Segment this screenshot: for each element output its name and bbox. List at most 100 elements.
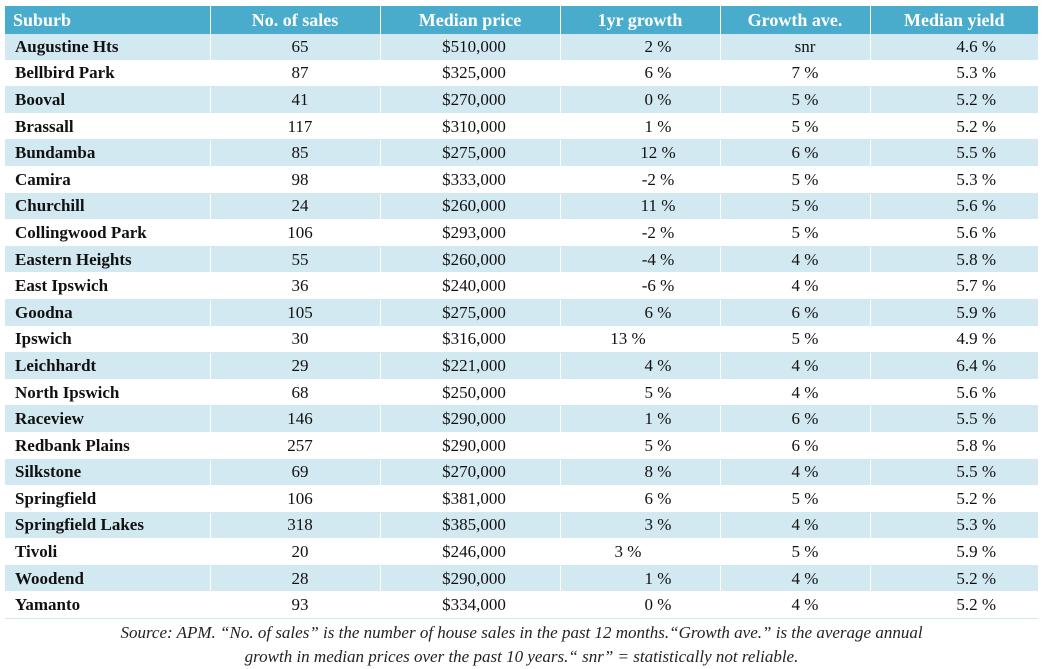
- sales-cell: 69: [210, 459, 381, 487]
- growth-ave-cell: 4 %: [720, 352, 871, 380]
- yield-cell: 5.2 %: [870, 565, 1038, 593]
- price-cell: $316,000: [380, 326, 561, 354]
- sales-cell: 65: [210, 34, 381, 61]
- suburb-cell: Springfield: [5, 485, 211, 513]
- sales-cell: 257: [210, 432, 381, 460]
- growth-ave-cell: 5 %: [720, 485, 871, 513]
- growth-ave-cell: snr: [720, 34, 871, 61]
- header-median-yield: Median yield: [870, 6, 1038, 34]
- growth-ave-cell: 4 %: [720, 272, 871, 300]
- table-row: Raceview 146 $290,000 1 % 6 % 5.5 %: [5, 405, 1038, 433]
- suburb-cell: Augustine Hts: [5, 34, 211, 61]
- yield-cell: 5.6 %: [870, 193, 1038, 221]
- table-row: Springfield Lakes 318 $385,000 3 % 4 % 5.3 %: [5, 512, 1038, 540]
- growth-ave-cell: 5 %: [720, 113, 871, 141]
- header-1yr-growth: 1yr growth: [560, 6, 721, 34]
- growth-cell: -4 %: [560, 246, 721, 274]
- price-cell: $293,000: [380, 219, 561, 247]
- sales-cell: 30: [210, 326, 381, 354]
- table-row: Booval 41 $270,000 0 % 5 % 5.2 %: [5, 86, 1038, 114]
- sales-cell: 146: [210, 405, 381, 433]
- table-row: Bellbird Park 87 $325,000 6 % 7 % 5.3 %: [5, 60, 1038, 88]
- growth-cell: 4 %: [560, 352, 721, 380]
- price-cell: $310,000: [380, 113, 561, 141]
- price-cell: $221,000: [380, 352, 561, 380]
- suburb-cell: Springfield Lakes: [5, 512, 211, 540]
- sales-cell: 24: [210, 193, 381, 221]
- suburb-cell: Bellbird Park: [5, 60, 211, 88]
- growth-cell: -2 %: [560, 166, 721, 194]
- price-cell: $290,000: [380, 565, 561, 593]
- growth-cell: 5 %: [560, 432, 721, 460]
- sales-cell: 20: [210, 538, 381, 566]
- growth-ave-cell: 5 %: [720, 86, 871, 114]
- growth-cell: 6 %: [560, 60, 721, 88]
- suburb-cell: Leichhardt: [5, 352, 211, 380]
- sales-cell: 68: [210, 379, 381, 407]
- growth-cell: -2 %: [560, 219, 721, 247]
- growth-cell: 11 %: [560, 193, 721, 221]
- suburb-cell: Woodend: [5, 565, 211, 593]
- caption-line-1: Source: APM. “No. of sales” is the numbe…: [120, 623, 923, 642]
- price-cell: $275,000: [380, 299, 561, 327]
- sales-cell: 41: [210, 86, 381, 114]
- sales-cell: 106: [210, 485, 381, 513]
- table-row: Augustine Hts 65 $510,000 2 % snr 4.6 %: [5, 34, 1038, 61]
- table-row: Springfield 106 $381,000 6 % 5 % 5.2 %: [5, 485, 1038, 513]
- suburb-cell: Brassall: [5, 113, 211, 141]
- price-cell: $325,000: [380, 60, 561, 88]
- suburb-cell: Yamanto: [5, 591, 211, 620]
- table-row: Tivoli 20 $246,000 3 % 5 % 5.9 %: [5, 538, 1038, 566]
- growth-ave-cell: 7 %: [720, 60, 871, 88]
- caption-line-2: growth in median prices over the past 10…: [244, 647, 799, 666]
- table-row: Brassall 117 $310,000 1 % 5 % 5.2 %: [5, 113, 1038, 141]
- growth-ave-cell: 5 %: [720, 166, 871, 194]
- sales-cell: 28: [210, 565, 381, 593]
- suburb-cell: Ipswich: [5, 326, 211, 354]
- table-row: Eastern Heights 55 $260,000 -4 % 4 % 5.8 %: [5, 246, 1038, 274]
- growth-cell: 1 %: [560, 113, 721, 141]
- price-cell: $270,000: [380, 86, 561, 114]
- table-row: Redbank Plains 257 $290,000 5 % 6 % 5.8 %: [5, 432, 1038, 460]
- growth-ave-cell: 5 %: [720, 193, 871, 221]
- table-row: Leichhardt 29 $221,000 4 % 4 % 6.4 %: [5, 352, 1038, 380]
- yield-cell: 5.6 %: [870, 219, 1038, 247]
- growth-cell: 3 %: [560, 538, 721, 566]
- suburb-cell: Churchill: [5, 193, 211, 221]
- growth-cell: 12 %: [560, 139, 721, 167]
- growth-ave-cell: 4 %: [720, 379, 871, 407]
- price-cell: $290,000: [380, 405, 561, 433]
- source-caption: Source: APM. “No. of sales” is the numbe…: [0, 621, 1043, 669]
- growth-ave-cell: 5 %: [720, 538, 871, 566]
- growth-ave-cell: 6 %: [720, 405, 871, 433]
- growth-ave-cell: 4 %: [720, 246, 871, 274]
- sales-cell: 85: [210, 139, 381, 167]
- growth-ave-cell: 5 %: [720, 219, 871, 247]
- header-no-of-sales: No. of sales: [210, 6, 381, 34]
- yield-cell: 5.5 %: [870, 405, 1038, 433]
- table-row: East Ipswich 36 $240,000 -6 % 4 % 5.7 %: [5, 272, 1038, 300]
- header-row: Suburb No. of sales Median price 1yr gro…: [5, 6, 1038, 34]
- suburb-cell: Silkstone: [5, 459, 211, 487]
- growth-ave-cell: 6 %: [720, 139, 871, 167]
- suburb-cell: Eastern Heights: [5, 246, 211, 274]
- yield-cell: 5.3 %: [870, 60, 1038, 88]
- suburb-sales-table-wrapper: Suburb No. of sales Median price 1yr gro…: [5, 6, 1038, 620]
- growth-ave-cell: 4 %: [720, 565, 871, 593]
- price-cell: $510,000: [380, 34, 561, 61]
- yield-cell: 5.8 %: [870, 246, 1038, 274]
- sales-cell: 98: [210, 166, 381, 194]
- growth-cell: 13 %: [560, 326, 721, 354]
- yield-cell: 5.5 %: [870, 459, 1038, 487]
- suburb-cell: Collingwood Park: [5, 219, 211, 247]
- table-row: North Ipswich 68 $250,000 5 % 4 % 5.6 %: [5, 379, 1038, 407]
- sales-cell: 105: [210, 299, 381, 327]
- price-cell: $385,000: [380, 512, 561, 540]
- sales-cell: 55: [210, 246, 381, 274]
- table-header: Suburb No. of sales Median price 1yr gro…: [5, 6, 1038, 34]
- header-suburb: Suburb: [5, 6, 211, 34]
- price-cell: $290,000: [380, 432, 561, 460]
- yield-cell: 5.3 %: [870, 166, 1038, 194]
- price-cell: $270,000: [380, 459, 561, 487]
- growth-cell: 5 %: [560, 379, 721, 407]
